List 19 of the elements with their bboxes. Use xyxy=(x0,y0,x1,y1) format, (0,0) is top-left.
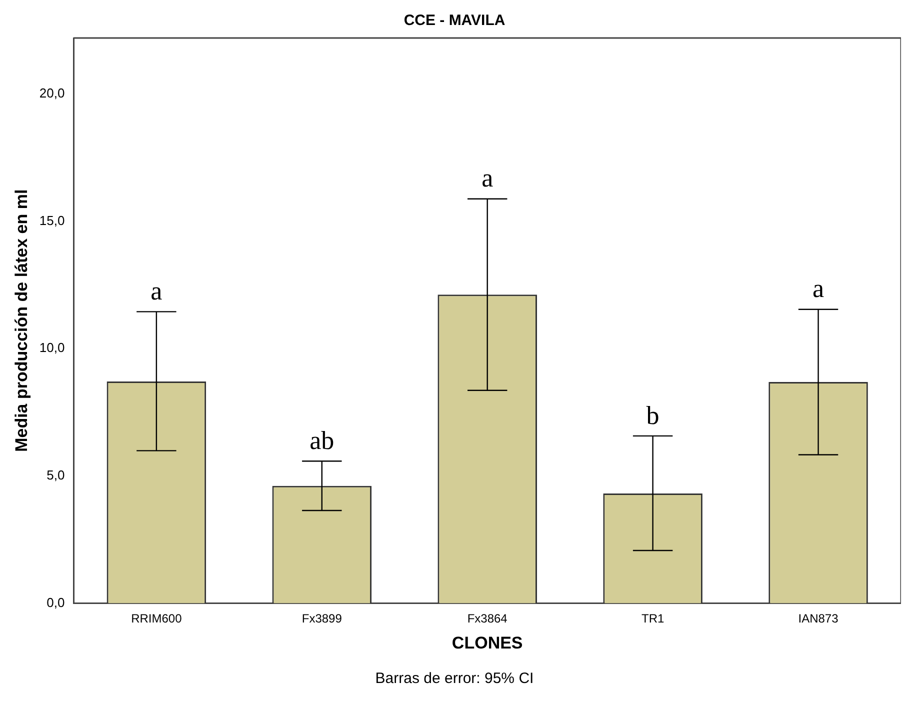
y-tick-label: 20,0 xyxy=(39,86,65,101)
x-tick-label: RRIM600 xyxy=(131,612,182,626)
chart-title: CCE - MAVILA xyxy=(404,12,506,30)
y-tick-label: 0,0 xyxy=(46,594,65,610)
x-axis-title: CLONES xyxy=(452,633,523,652)
annotation: b xyxy=(646,400,660,430)
y-tick-label: 15,0 xyxy=(39,212,65,228)
annotation: a xyxy=(150,276,163,306)
text: Barras de error: 95% CI xyxy=(374,670,535,687)
x-tick-label: IAN873 xyxy=(798,612,839,626)
annotation: a xyxy=(482,164,494,193)
annotation: ab xyxy=(310,426,334,455)
annotation: a xyxy=(812,274,824,304)
x-tick-label: Fx3899 xyxy=(302,612,342,626)
y-tick-label: 10,0 xyxy=(39,340,65,356)
x-tick-label: Fx3864 xyxy=(467,612,508,626)
y-axis-title: Media producción de látex en ml xyxy=(12,189,31,452)
y-tick-label: 5,0 xyxy=(46,467,65,482)
x-tick-label: TR1 xyxy=(641,612,664,626)
